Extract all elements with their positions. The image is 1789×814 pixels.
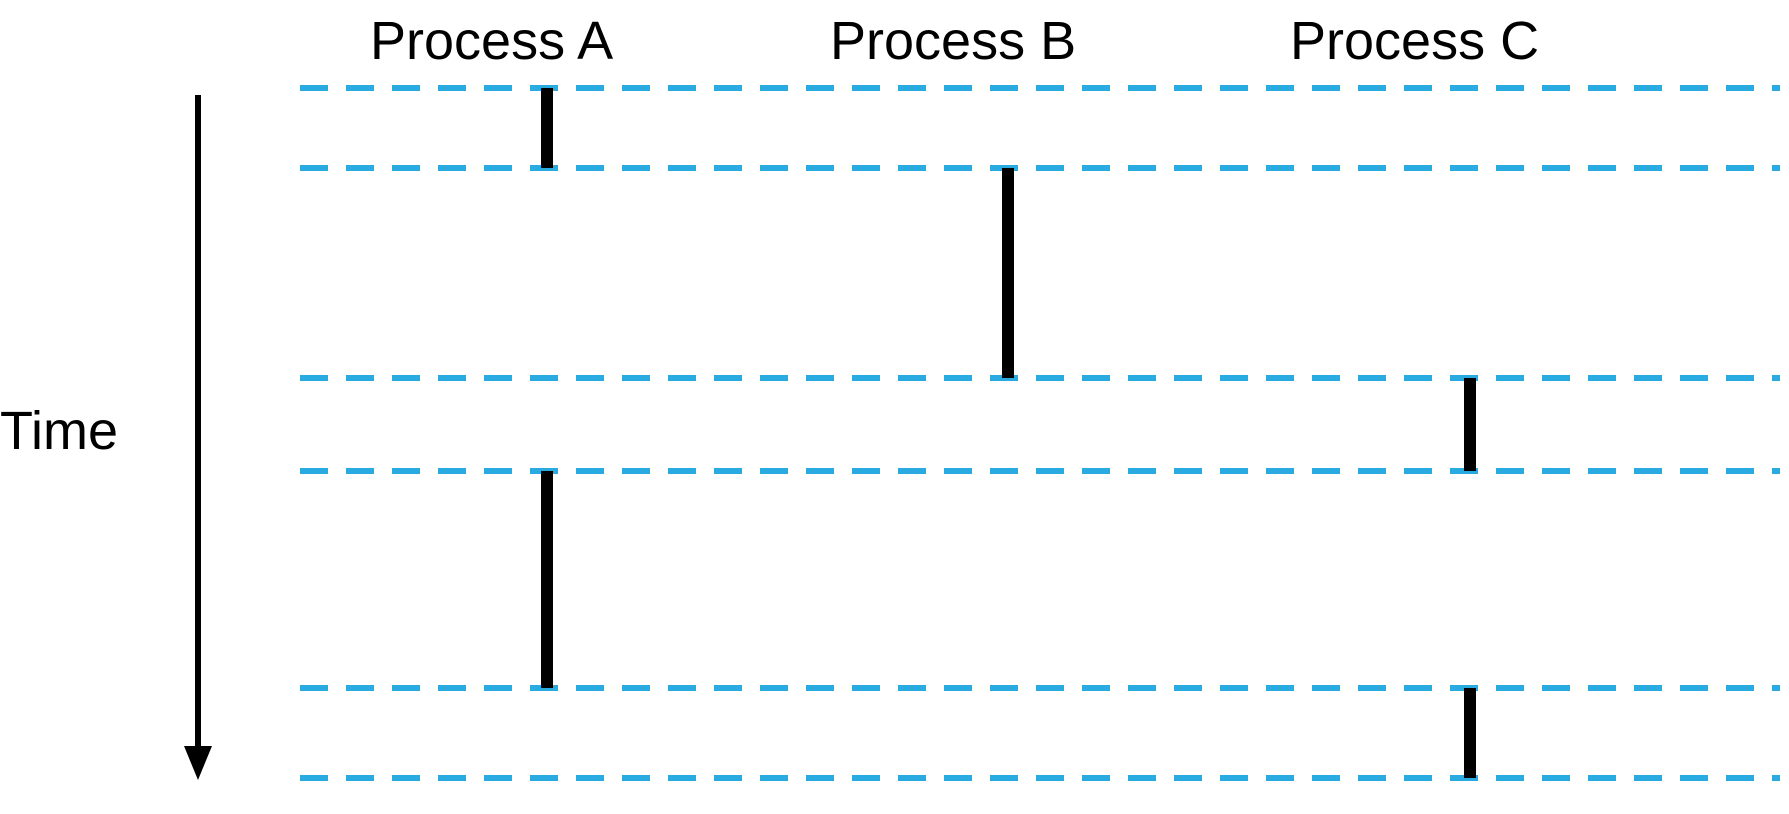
dashed-gridlines: [300, 88, 1780, 778]
process-timeline-diagram: Time Process A Process B Process C: [0, 0, 1789, 814]
process-bars: [547, 88, 1470, 778]
timeline-svg: [0, 0, 1789, 814]
arrow-head-icon: [184, 746, 212, 780]
time-arrow: [184, 95, 212, 780]
